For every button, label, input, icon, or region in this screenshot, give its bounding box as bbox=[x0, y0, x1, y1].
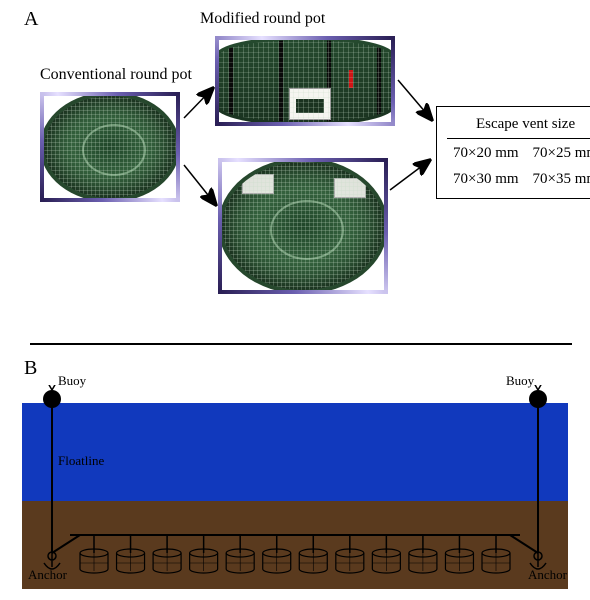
anchor-label-right: Anchor bbox=[528, 567, 567, 583]
buoy-label-right: Buoy bbox=[506, 373, 534, 389]
water-rect bbox=[22, 403, 568, 501]
floatline-label: Floatline bbox=[58, 453, 104, 469]
seabed-rect bbox=[22, 501, 568, 589]
panel-divider bbox=[30, 343, 572, 345]
panel-b-schematic bbox=[22, 385, 568, 595]
table-row: 70×20 mm 70×25 mm bbox=[447, 141, 590, 166]
anchor-label-left: Anchor bbox=[28, 567, 67, 583]
panel-b: B bbox=[0, 355, 590, 600]
buoy-right bbox=[529, 390, 547, 408]
buoy-left bbox=[43, 390, 61, 408]
vent-table-header: Escape vent size bbox=[447, 113, 590, 139]
vent-size-table: Escape vent size 70×20 mm 70×25 mm 70×30… bbox=[436, 106, 590, 199]
buoy-label-left: Buoy bbox=[58, 373, 86, 389]
table-row: 70×30 mm 70×35 mm bbox=[447, 167, 590, 192]
panel-a: A Modified round pot Conventional round … bbox=[0, 0, 590, 340]
panel-b-label: B bbox=[24, 357, 37, 380]
